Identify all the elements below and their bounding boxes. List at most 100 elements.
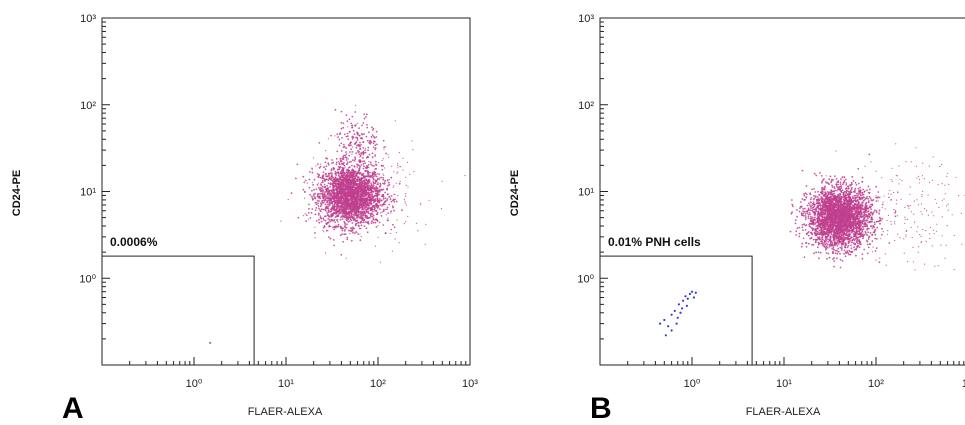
event-dot [378, 200, 380, 202]
event-dot [353, 195, 356, 197]
event-dot [327, 162, 330, 165]
event-dot [351, 187, 354, 190]
event-dot [836, 252, 839, 255]
event-dot [342, 180, 344, 182]
event-dot [871, 203, 874, 206]
event-dot [344, 213, 347, 216]
event-dot [315, 207, 318, 209]
event-dot [366, 139, 369, 142]
event-dot [813, 208, 816, 211]
event-dot [361, 212, 363, 215]
event-dot [341, 195, 343, 198]
event-dot [812, 238, 815, 241]
event-dot [359, 137, 362, 140]
event-dot [851, 175, 854, 178]
event-dot [863, 190, 866, 193]
event-dot [361, 137, 364, 140]
event-dot [856, 196, 859, 199]
event-dot [341, 207, 343, 209]
event-dot [348, 191, 351, 194]
event-dot [405, 221, 407, 223]
event-dot [390, 200, 393, 203]
x-tick-label: 10⁰ [684, 378, 701, 390]
event-dot [366, 156, 368, 158]
event-dot [342, 185, 345, 188]
event-dot [376, 184, 378, 186]
event-dot [864, 231, 867, 233]
event-dot [415, 222, 418, 224]
event-dot [866, 234, 869, 237]
event-dot [464, 175, 466, 177]
event-dot [327, 196, 330, 199]
event-dot [350, 160, 352, 163]
event-dot [337, 215, 340, 218]
event-dot [318, 218, 320, 221]
event-dot [362, 157, 364, 159]
event-dot [371, 208, 373, 210]
event-dot [332, 239, 335, 241]
event-dot [327, 190, 330, 193]
event-dot [809, 217, 812, 220]
event-dot [801, 242, 804, 245]
event-dot [832, 258, 834, 260]
event-dot [327, 163, 330, 166]
event-dot [822, 228, 825, 231]
event-dot [428, 199, 430, 201]
event-dot [339, 177, 341, 180]
event-dot [348, 161, 351, 164]
event-dot [365, 190, 368, 192]
event-dot [412, 149, 414, 151]
event-dot [320, 202, 322, 205]
event-dot [374, 155, 376, 157]
event-dot [325, 157, 327, 160]
event-dot [313, 188, 315, 191]
event-dot [350, 190, 353, 193]
event-dot [804, 229, 807, 231]
event-dot [303, 181, 306, 184]
event-dot [324, 190, 326, 192]
event-dot [296, 163, 299, 166]
event-dot [333, 228, 335, 231]
event-dot [362, 147, 365, 149]
event-dot [311, 171, 314, 174]
event-dot [325, 205, 328, 208]
event-dot [347, 171, 350, 174]
event-dot [395, 232, 397, 234]
event-dot [325, 229, 328, 232]
event-dot [392, 186, 394, 188]
event-dot [813, 252, 815, 255]
event-dot [314, 237, 316, 239]
event-dot [360, 227, 362, 229]
event-dot [334, 135, 336, 137]
event-dot [804, 218, 807, 221]
event-dot [355, 222, 358, 225]
event-dot [354, 177, 357, 180]
event-dot [287, 198, 289, 201]
event-dot [344, 228, 346, 231]
event-dot [390, 195, 393, 197]
event-dot [367, 208, 369, 210]
event-dot [869, 231, 872, 234]
event-dot [813, 188, 815, 190]
event-dot [383, 201, 386, 204]
event-dot [329, 186, 331, 188]
event-dot [357, 133, 359, 136]
event-dot [372, 142, 375, 145]
event-dot [366, 204, 369, 207]
event-dot [375, 167, 378, 170]
event-dot [340, 110, 343, 113]
event-dot [815, 174, 818, 177]
event-dot [873, 211, 875, 213]
event-dot [342, 143, 345, 146]
event-dot [370, 196, 372, 199]
event-dot [372, 184, 375, 187]
event-dot [331, 203, 334, 205]
event-dot [331, 179, 334, 182]
event-dot [836, 189, 838, 192]
event-dot [315, 201, 317, 204]
event-dot [350, 144, 352, 147]
event-dot [849, 239, 851, 242]
event-dot [854, 181, 857, 184]
event-dot [366, 126, 369, 129]
event-dot [360, 214, 362, 217]
